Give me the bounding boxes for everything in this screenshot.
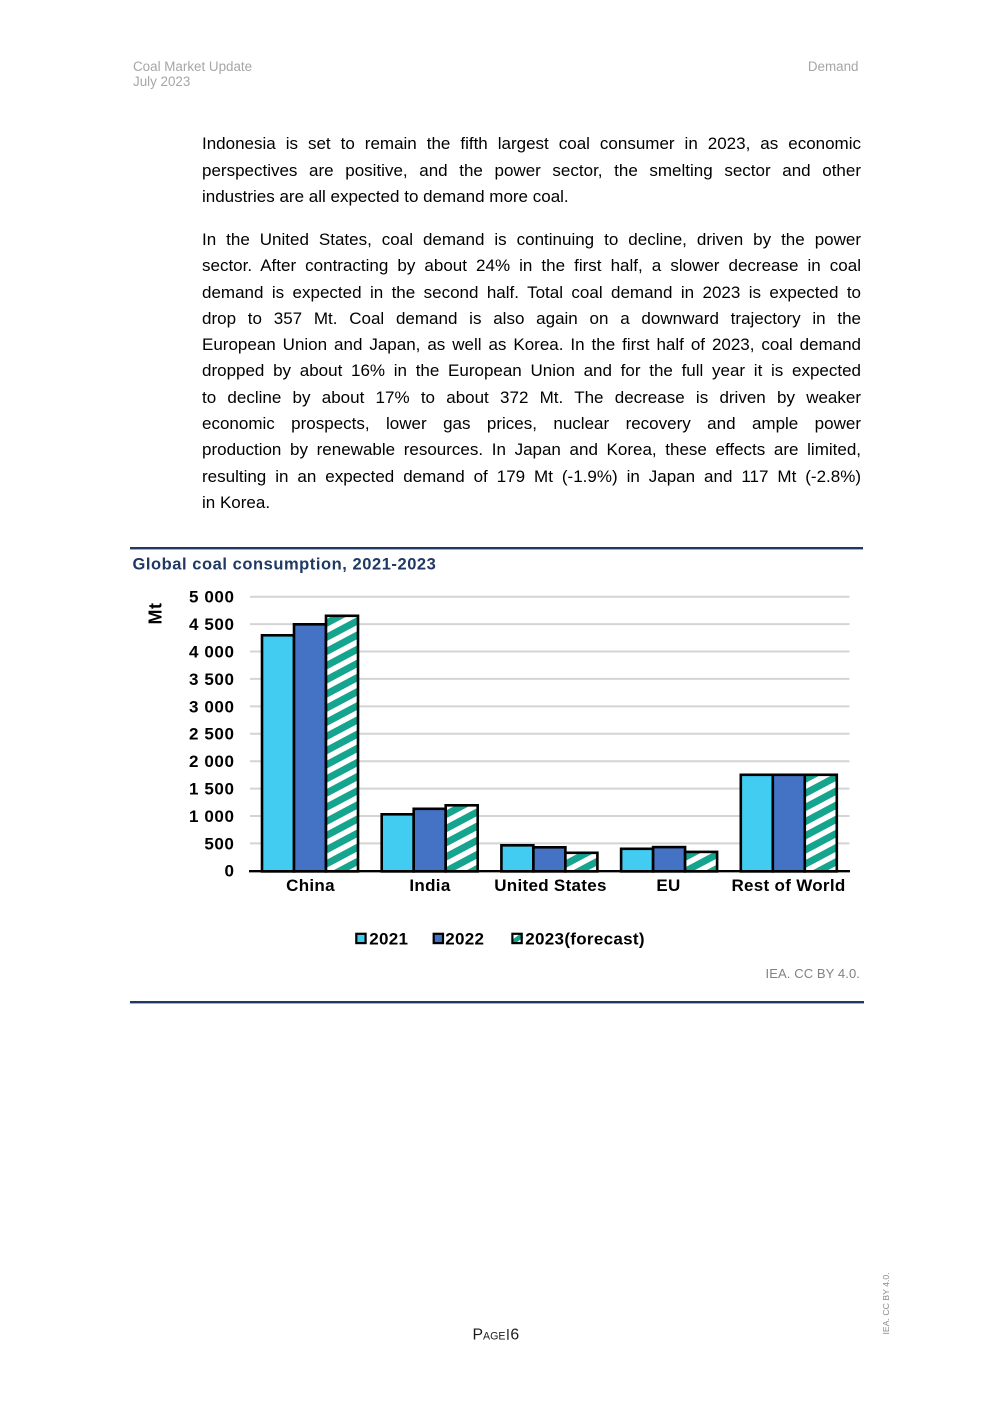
svg-text:6: 6 — [510, 1327, 519, 1344]
svg-text:Rest of World: Rest of World — [731, 876, 845, 895]
svg-text:4 000: 4 000 — [189, 642, 235, 661]
svg-text:5 000: 5 000 — [189, 588, 235, 607]
svg-text:1 000: 1 000 — [189, 807, 235, 826]
svg-text:PAGE: PAGE — [473, 1327, 506, 1344]
svg-text:0: 0 — [224, 862, 234, 881]
svg-text:3 000: 3 000 — [189, 697, 235, 716]
svg-text:2022: 2022 — [445, 930, 484, 949]
svg-text:EU: EU — [656, 876, 680, 895]
svg-text:2023(forecast): 2023(forecast) — [525, 930, 644, 949]
svg-text:500: 500 — [204, 834, 234, 853]
svg-text:China: China — [286, 876, 335, 895]
svg-text:2021: 2021 — [369, 930, 408, 949]
svg-text:2 000: 2 000 — [189, 752, 235, 771]
svg-text:United States: United States — [494, 876, 607, 895]
svg-text:IEA. CC BY 4.0.: IEA. CC BY 4.0. — [766, 966, 860, 981]
svg-text:1 500: 1 500 — [189, 780, 235, 799]
svg-text:IEA. CC BY 4.0.: IEA. CC BY 4.0. — [881, 1272, 891, 1334]
svg-text:India: India — [409, 876, 450, 895]
svg-text:Mt: Mt — [146, 603, 166, 625]
svg-text:4 500: 4 500 — [189, 615, 235, 634]
svg-text:3 500: 3 500 — [189, 670, 235, 689]
svg-text:Global coal consumption, 2021-: Global coal consumption, 2021-2023 — [133, 556, 437, 574]
svg-text:2 500: 2 500 — [189, 725, 235, 744]
